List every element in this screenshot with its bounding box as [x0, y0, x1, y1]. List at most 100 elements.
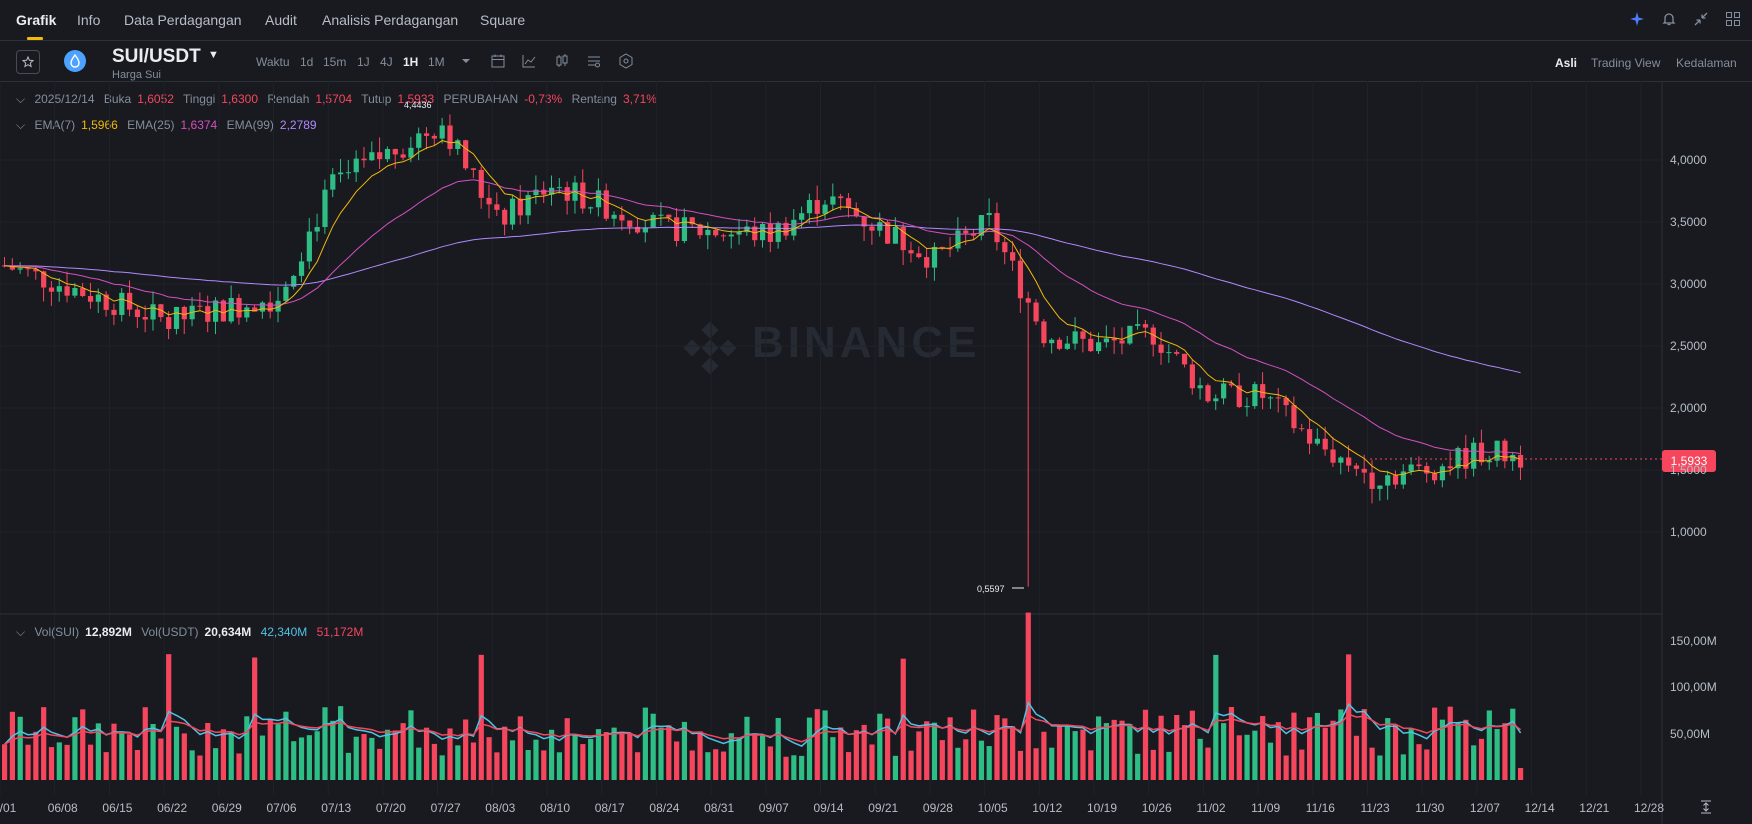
tab-analisis-perdagangan[interactable]: Analisis Perdagangan — [322, 12, 459, 28]
view-asli[interactable]: Asli — [1555, 56, 1578, 70]
volume-bar — [869, 744, 875, 780]
timeframe-1m[interactable]: 1M — [428, 55, 445, 69]
candle-body — [1494, 440, 1500, 461]
change-label: PERUBAHAN — [443, 92, 519, 106]
timeframe-waktu[interactable]: Waktu — [256, 55, 290, 69]
collapse-icon[interactable] — [1692, 10, 1710, 28]
volume-bar — [408, 710, 414, 780]
volume-bar — [1330, 720, 1336, 780]
volume-bar — [877, 713, 883, 780]
price-axis-label: 3,5000 — [1670, 215, 1707, 229]
tab-square[interactable]: Square — [480, 12, 526, 28]
volume-bar — [1455, 722, 1461, 780]
candle-body — [955, 230, 961, 249]
volume-bar — [611, 727, 617, 780]
timeframe-15m[interactable]: 15m — [323, 55, 347, 69]
indicator-icon[interactable] — [520, 52, 538, 70]
volume-bar — [814, 709, 820, 780]
layout-grid-icon[interactable] — [1724, 10, 1742, 28]
timeframe-1h[interactable]: 1H — [403, 55, 419, 69]
tab-audit[interactable]: Audit — [265, 12, 297, 28]
volume-bar — [822, 710, 828, 780]
sparkle-icon[interactable] — [1628, 10, 1646, 28]
volume-bar — [1166, 751, 1172, 780]
volume-bar — [509, 740, 516, 780]
ohlc-collapse-icon[interactable]: ⌵ — [16, 92, 26, 106]
bell-icon[interactable] — [1660, 10, 1678, 28]
candle-body — [517, 198, 523, 216]
settings-sliders-icon[interactable] — [585, 52, 603, 70]
view-trading-view[interactable]: Trading View — [1591, 56, 1661, 70]
volume-bar — [1494, 729, 1500, 780]
calendar-icon[interactable] — [489, 52, 507, 70]
candle-body — [869, 226, 875, 231]
candle-body — [1502, 440, 1508, 462]
timeframe-dropdown-icon[interactable] — [457, 52, 475, 70]
volume-bar — [470, 742, 477, 780]
volume-bar — [1010, 726, 1016, 780]
volume-collapse-icon[interactable]: ⌵ — [16, 625, 26, 639]
volume-bar — [158, 738, 164, 780]
candle-body — [978, 215, 984, 236]
volume-bar — [603, 732, 609, 780]
symbol-subtitle[interactable]: Harga Sui — [112, 69, 161, 81]
timeframe-1j[interactable]: 1J — [357, 55, 370, 69]
tab-info[interactable]: Info — [77, 12, 101, 28]
date-axis-label: 10/26 — [1141, 801, 1172, 815]
volume-bar — [1291, 712, 1297, 780]
candle-body — [814, 200, 820, 214]
candle-body — [1478, 442, 1485, 463]
candle-body — [619, 214, 625, 221]
candle-body — [994, 213, 1000, 243]
symbol-pair[interactable]: SUI/USDT — [112, 46, 201, 67]
symbol-dropdown-caret-icon[interactable]: ▼ — [208, 49, 219, 61]
auto-scale-icon[interactable] — [1698, 799, 1714, 815]
candle-body — [986, 213, 992, 216]
candle-body — [25, 268, 31, 270]
timeframe-4j[interactable]: 4J — [380, 55, 393, 69]
volume-bar — [1346, 654, 1352, 780]
tab-data-perdagangan[interactable]: Data Perdagangan — [124, 12, 242, 28]
volume-bar — [681, 721, 688, 780]
view-kedalaman[interactable]: Kedalaman — [1676, 56, 1737, 70]
open-label: Buka — [103, 92, 132, 106]
candle-body — [533, 189, 539, 196]
candle-body — [1432, 473, 1438, 481]
volume-bar — [1049, 747, 1055, 780]
candle-body — [1517, 454, 1524, 468]
volume-bar — [423, 727, 430, 780]
volume-bar — [619, 731, 625, 780]
candle-body — [775, 222, 781, 242]
volume-bar — [1181, 725, 1188, 780]
date-axis-label: 07/06 — [266, 801, 297, 815]
candle-body — [416, 133, 422, 148]
volume-bar — [1017, 750, 1024, 780]
candle-body — [275, 300, 281, 312]
candle-body — [470, 168, 477, 170]
volume-bar — [220, 729, 226, 780]
hex-settings-icon[interactable] — [617, 52, 635, 70]
range-value: 3,71% — [622, 92, 657, 106]
price-chart[interactable] — [0, 81, 1752, 824]
volume-bar — [2, 744, 8, 780]
candle-type-icon[interactable] — [553, 52, 571, 70]
volume-bar — [939, 740, 945, 780]
favorite-star-button[interactable] — [16, 50, 40, 74]
candle-body — [80, 288, 86, 297]
timeframe-1d[interactable]: 1d — [300, 55, 314, 69]
vol-ma2-value: 51,172M — [316, 625, 364, 639]
volume-bar — [338, 706, 344, 780]
ema-collapse-icon[interactable]: ⌵ — [16, 118, 26, 132]
volume-bar — [283, 711, 289, 780]
candle-body — [681, 217, 688, 242]
volume-bar — [1471, 745, 1477, 780]
volume-bar — [783, 756, 789, 780]
volume-bar — [384, 729, 391, 780]
volume-bar — [345, 752, 352, 780]
volume-bar — [1205, 747, 1211, 780]
date-axis-label: 11/23 — [1360, 801, 1390, 815]
tab-grafik[interactable]: Grafik — [16, 12, 57, 28]
volume-bar — [1221, 723, 1227, 780]
date-axis-label: 10/05 — [977, 801, 1008, 815]
volume-bar — [549, 729, 555, 780]
